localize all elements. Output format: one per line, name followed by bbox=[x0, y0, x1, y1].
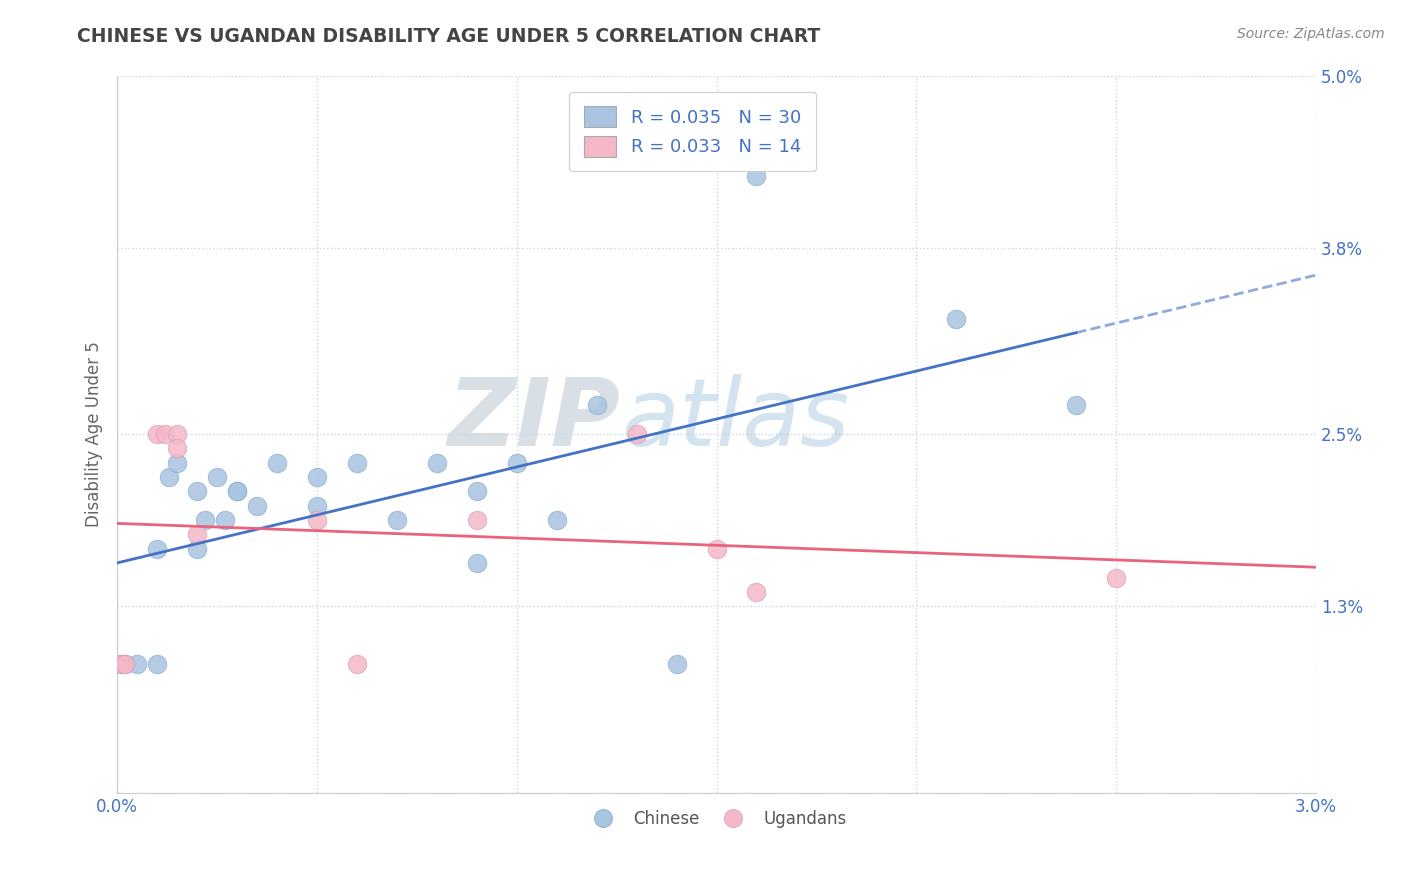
Point bbox=[153, 427, 176, 442]
Point bbox=[114, 657, 136, 671]
Point bbox=[665, 657, 688, 671]
Point bbox=[194, 513, 217, 527]
Point bbox=[546, 513, 568, 527]
Text: ZIP: ZIP bbox=[447, 374, 620, 466]
Point bbox=[166, 456, 188, 470]
Point bbox=[186, 541, 208, 556]
Legend: Chinese, Ugandans: Chinese, Ugandans bbox=[581, 803, 853, 835]
Point bbox=[114, 657, 136, 671]
Point bbox=[110, 657, 132, 671]
Point bbox=[157, 470, 180, 484]
Point bbox=[226, 484, 249, 499]
Point bbox=[146, 427, 169, 442]
Point bbox=[346, 456, 368, 470]
Point bbox=[305, 499, 328, 513]
Text: CHINESE VS UGANDAN DISABILITY AGE UNDER 5 CORRELATION CHART: CHINESE VS UGANDAN DISABILITY AGE UNDER … bbox=[77, 27, 821, 45]
Point bbox=[226, 484, 249, 499]
Point bbox=[266, 456, 288, 470]
Point bbox=[166, 442, 188, 456]
Point bbox=[706, 541, 728, 556]
Point bbox=[110, 657, 132, 671]
Point bbox=[214, 513, 236, 527]
Y-axis label: Disability Age Under 5: Disability Age Under 5 bbox=[86, 341, 103, 527]
Point bbox=[346, 657, 368, 671]
Point bbox=[205, 470, 228, 484]
Point bbox=[426, 456, 449, 470]
Point bbox=[186, 484, 208, 499]
Text: Source: ZipAtlas.com: Source: ZipAtlas.com bbox=[1237, 27, 1385, 41]
Point bbox=[626, 427, 648, 442]
Point bbox=[1064, 398, 1087, 412]
Point bbox=[506, 456, 529, 470]
Point bbox=[385, 513, 408, 527]
Point bbox=[745, 169, 768, 183]
Point bbox=[745, 585, 768, 599]
Point bbox=[945, 312, 967, 326]
Point bbox=[246, 499, 269, 513]
Point bbox=[585, 398, 607, 412]
Point bbox=[465, 556, 488, 570]
Text: atlas: atlas bbox=[620, 375, 849, 466]
Point bbox=[1105, 570, 1128, 584]
Point bbox=[305, 513, 328, 527]
Point bbox=[146, 657, 169, 671]
Point bbox=[166, 427, 188, 442]
Point bbox=[305, 470, 328, 484]
Point bbox=[465, 484, 488, 499]
Point bbox=[465, 513, 488, 527]
Point bbox=[186, 527, 208, 541]
Point bbox=[127, 657, 149, 671]
Point bbox=[146, 541, 169, 556]
